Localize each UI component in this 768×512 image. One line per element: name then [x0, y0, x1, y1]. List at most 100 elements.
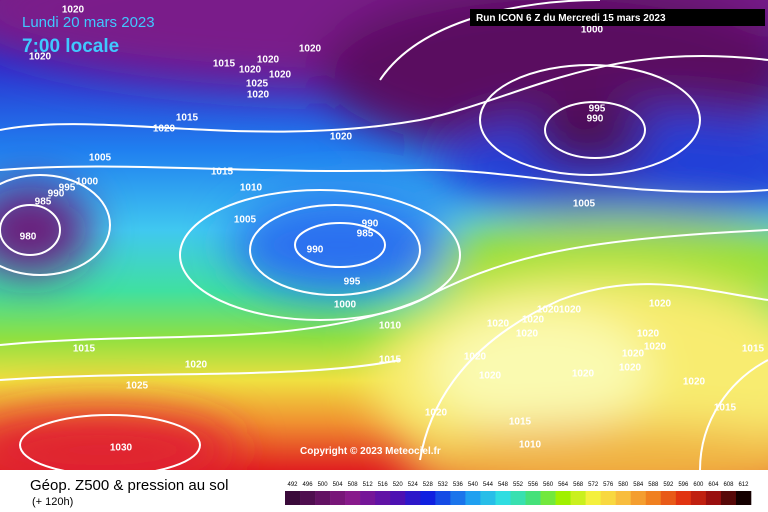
isobar-label: 1005 [573, 199, 596, 210]
scale-label: 588 [648, 482, 659, 488]
scale-cell [360, 491, 376, 505]
isobar-label: 1010 [240, 183, 263, 194]
isobar-label: 1000 [334, 300, 357, 311]
scale-cell [615, 491, 632, 505]
scale-cell [600, 491, 617, 505]
scale-label: 552 [513, 482, 524, 488]
isobar-label: 1020 [62, 5, 85, 16]
scale-label: 608 [723, 482, 734, 488]
isobar-label: 1010 [519, 440, 542, 451]
isobar-label: 985 [357, 229, 374, 240]
isobar-label: 995 [344, 277, 361, 288]
scale-label: 572 [588, 482, 599, 488]
scale-cell [480, 491, 496, 505]
scale-label: 508 [348, 482, 359, 488]
isobar-label: 1015 [211, 167, 234, 178]
scale-cell [495, 491, 511, 505]
scale-label: 520 [393, 482, 404, 488]
isobar-label: 985 [35, 197, 52, 208]
scale-cell [570, 491, 586, 505]
isobar-label: 1020 [425, 408, 448, 419]
isobar-label: 1020 [559, 305, 582, 316]
isobar-label: 990 [362, 219, 379, 230]
isobar-label: 1020 [330, 132, 353, 143]
scale-cell [705, 491, 722, 505]
isobar-label: 990 [587, 114, 604, 125]
scale-cell [525, 491, 541, 505]
scale-cell [465, 491, 481, 505]
scale-cell [630, 491, 647, 505]
isobar-label: 1015 [742, 344, 765, 355]
isobar-label: 1020 [649, 299, 672, 310]
isobar-label: 980 [20, 232, 37, 243]
scale-cell [315, 491, 331, 505]
isobars [0, 0, 768, 475]
isobar-label: 1020 [269, 70, 292, 81]
color-scale: 492 496 500 504 508 512 516 520 524 528 532 536 540 5… [285, 482, 752, 505]
scale-label: 560 [543, 482, 554, 488]
isobar-label: 1025 [246, 79, 269, 90]
scale-label: 564 [558, 482, 569, 488]
isobar-label: 1000 [581, 25, 604, 36]
isobar-label: 1010 [379, 321, 402, 332]
scale-label: 492 [288, 482, 299, 488]
isobar-label: 1020 [239, 65, 262, 76]
isobar-label: 1015 [379, 355, 402, 366]
isobar-label: 995 [589, 104, 606, 115]
scale-label: 516 [378, 482, 389, 488]
isobar-label: 990 [48, 189, 65, 200]
footer-title: Géop. Z500 & pression au sol [30, 477, 228, 494]
scale-label: 612 [738, 482, 749, 488]
scale-label: 528 [423, 482, 434, 488]
scale-label: 584 [633, 482, 644, 488]
scale-cell [300, 491, 316, 505]
isobar-label: 1020 [637, 329, 660, 340]
isobar-label: 1020 [299, 44, 322, 55]
scale-label: 496 [303, 482, 314, 488]
scale-cell [390, 491, 406, 505]
scale-cell [510, 491, 526, 505]
isobar-label: 1015 [714, 403, 737, 414]
scale-cell [285, 491, 301, 505]
isobar-label: 1015 [213, 59, 236, 70]
isobar-label: 1020 [464, 352, 487, 363]
isobar-label: 1015 [176, 113, 199, 124]
scale-label: 524 [408, 482, 419, 488]
isobar-label: 1020 [572, 369, 595, 380]
scale-cell [450, 491, 466, 505]
isobar-label: 1020 [185, 360, 208, 371]
scale-cell [540, 491, 556, 505]
run-info: Run ICON 6 Z du Mercredi 15 mars 2023 [476, 13, 666, 24]
isobar-label: 990 [307, 245, 324, 256]
isobar-label: 1020 [522, 315, 545, 326]
footer-subtitle: (+ 120h) [32, 496, 73, 508]
isobar-label: 1005 [234, 215, 257, 226]
scale-label: 512 [363, 482, 374, 488]
scale-cell [330, 491, 346, 505]
scale-label: 548 [498, 482, 509, 488]
isobar-label: 1015 [73, 344, 96, 355]
scale-label: 592 [663, 482, 674, 488]
scale-label: 596 [678, 482, 689, 488]
scale-label: 576 [603, 482, 614, 488]
scale-cell [435, 491, 451, 505]
isobar-label: 1020 [537, 305, 560, 316]
scale-label: 536 [453, 482, 464, 488]
isobar-label: 1020 [487, 319, 510, 330]
scale-cell [645, 491, 662, 505]
isobar-label: 1020 [257, 55, 280, 66]
scale-label: 556 [528, 482, 539, 488]
scale-cell [420, 491, 436, 505]
scale-cell [720, 491, 737, 505]
scale-cell [405, 491, 421, 505]
scale-label: 540 [468, 482, 479, 488]
scale-label: 604 [708, 482, 719, 488]
isobar-label: 1030 [110, 443, 133, 454]
scale-label: 500 [318, 482, 329, 488]
scale-cell [555, 491, 571, 505]
scale-cell [660, 491, 677, 505]
isobar-label: 1020 [153, 124, 176, 135]
